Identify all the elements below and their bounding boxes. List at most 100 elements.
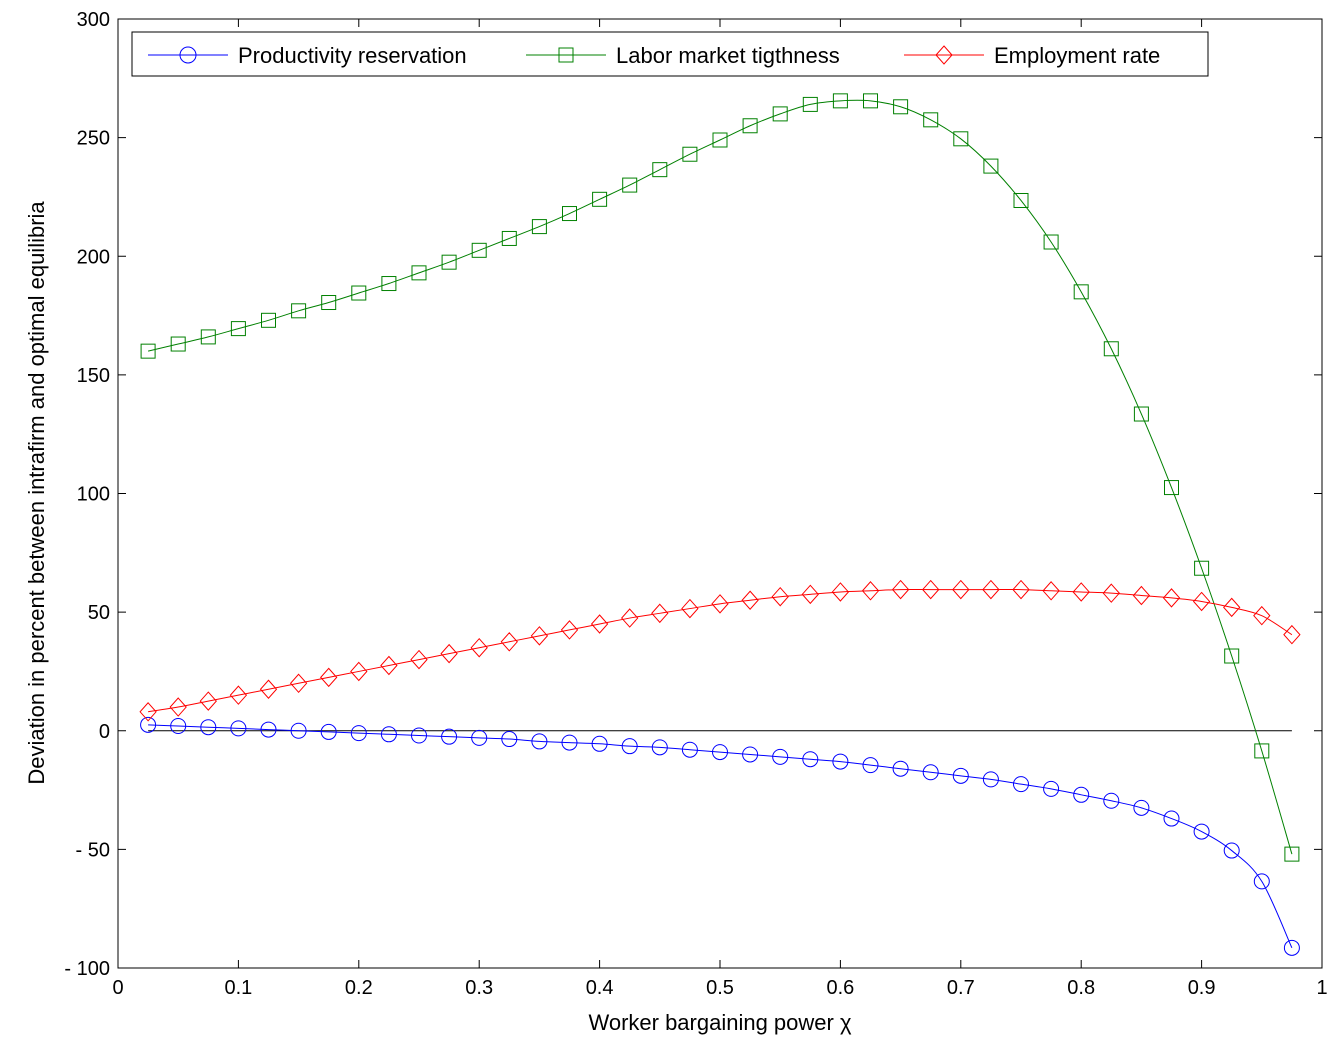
data-point-circle	[1283, 939, 1300, 956]
y-tick-label: - 100	[64, 958, 110, 980]
data-point-diamond	[1042, 581, 1060, 601]
data-point-diamond	[440, 643, 458, 664]
data-point-square	[652, 162, 668, 178]
data-point-circle	[621, 738, 638, 755]
y-tick-label: - 50	[76, 839, 110, 861]
data-point-diamond	[380, 655, 398, 676]
data-point-diamond	[1283, 624, 1301, 645]
data-point-diamond	[500, 632, 518, 652]
data-point-circle	[230, 720, 247, 737]
data-point-diamond	[891, 579, 910, 600]
y-tick-label: 300	[77, 9, 110, 31]
data-point-diamond	[741, 590, 759, 611]
data-point-square	[291, 303, 307, 319]
data-point-diamond	[1162, 588, 1181, 608]
data-point-square	[742, 118, 758, 134]
y-tick-labels: - 100 - 50 0 50 100 150 200 250 300	[64, 9, 110, 980]
series-square	[140, 93, 1300, 862]
y-tick-label: 150	[77, 365, 110, 387]
data-point-square	[1133, 406, 1149, 422]
data-point-circle	[1223, 842, 1240, 859]
data-point-square	[471, 242, 487, 258]
data-point-diamond	[1072, 582, 1090, 602]
data-point-diamond	[229, 685, 248, 705]
data-point-square	[592, 191, 608, 207]
data-point-square	[953, 131, 969, 147]
x-tick-label: 0.8	[1067, 977, 1095, 999]
data-point-square	[1013, 192, 1029, 208]
x-tick-label: 0.5	[706, 977, 734, 999]
data-point-circle	[952, 767, 969, 784]
data-point-circle	[892, 760, 909, 777]
data-point-circle	[350, 725, 367, 742]
x-tick-label: 0.1	[224, 977, 252, 999]
data-point-square	[893, 99, 909, 115]
data-point-circle	[380, 726, 397, 743]
data-point-circle	[832, 753, 849, 770]
data-point-square	[802, 96, 818, 112]
data-point-circle	[200, 719, 217, 736]
data-point-diamond	[831, 582, 850, 602]
data-point-diamond	[771, 586, 789, 607]
data-point-diamond	[861, 581, 880, 601]
x-tick-label: 0.9	[1188, 977, 1216, 999]
x-tick-labels: 0 0.1 0.2 0.3 0.4 0.5 0.6 0.7 0.8 0.9 1	[112, 977, 1327, 999]
data-point-diamond	[952, 579, 970, 600]
y-tick-label: 200	[77, 246, 110, 268]
data-point-diamond	[289, 673, 308, 694]
data-point-diamond	[1132, 585, 1151, 606]
series-line	[147, 99, 1293, 855]
data-point-square	[1043, 234, 1059, 250]
data-point-diamond	[1223, 597, 1241, 618]
series-layer	[139, 93, 1301, 956]
data-point-square	[983, 158, 999, 174]
data-point-square	[230, 321, 246, 337]
x-tick-label: 0.4	[586, 977, 614, 999]
data-point-circle	[712, 744, 728, 761]
data-point-square	[562, 206, 577, 222]
data-point-square	[1194, 560, 1210, 576]
legend-marker-tightness	[558, 47, 574, 63]
data-point-circle	[772, 748, 789, 765]
data-point-diamond	[1012, 579, 1030, 600]
y-axis-label: Deviation in percent between intrafirm a…	[24, 201, 49, 785]
data-point-circle	[681, 741, 698, 758]
data-point-diamond	[982, 579, 1000, 600]
legend-box	[131, 31, 1209, 77]
data-point-circle	[1133, 799, 1150, 816]
data-point-circle	[290, 722, 307, 739]
data-point-circle	[1043, 780, 1060, 797]
data-point-circle	[1253, 873, 1270, 890]
data-point-circle	[1073, 786, 1090, 803]
data-point-diamond	[590, 614, 609, 634]
data-point-square	[832, 93, 848, 109]
y-tick-label: 100	[77, 484, 110, 506]
y-tick-label: 0	[99, 721, 110, 743]
data-point-diamond	[320, 667, 338, 688]
data-point-diamond	[169, 697, 187, 717]
data-point-circle	[260, 721, 277, 738]
x-tick-label: 0.2	[345, 977, 373, 999]
data-point-circle	[591, 735, 608, 752]
data-point-circle	[411, 727, 427, 744]
legend-label-tightness: Labor market tigthness	[616, 43, 840, 68]
data-point-diamond	[801, 584, 819, 605]
data-point-square	[923, 112, 939, 128]
y-tick-label: 250	[77, 128, 110, 150]
data-point-diamond	[681, 598, 699, 619]
data-point-circle	[140, 716, 157, 733]
data-point-diamond	[410, 649, 428, 670]
data-point-circle	[1103, 792, 1120, 809]
data-point-circle	[922, 764, 939, 781]
data-point-square	[441, 254, 457, 270]
data-point-circle	[982, 771, 999, 788]
data-point-circle	[471, 729, 488, 746]
data-point-square	[1254, 743, 1270, 759]
data-point-circle	[170, 718, 187, 735]
data-point-diamond	[560, 620, 579, 640]
y-tick-label: 50	[88, 602, 110, 624]
data-point-square	[772, 106, 788, 122]
data-point-diamond	[1102, 583, 1120, 603]
legend-label-employment: Employment rate	[994, 43, 1160, 68]
